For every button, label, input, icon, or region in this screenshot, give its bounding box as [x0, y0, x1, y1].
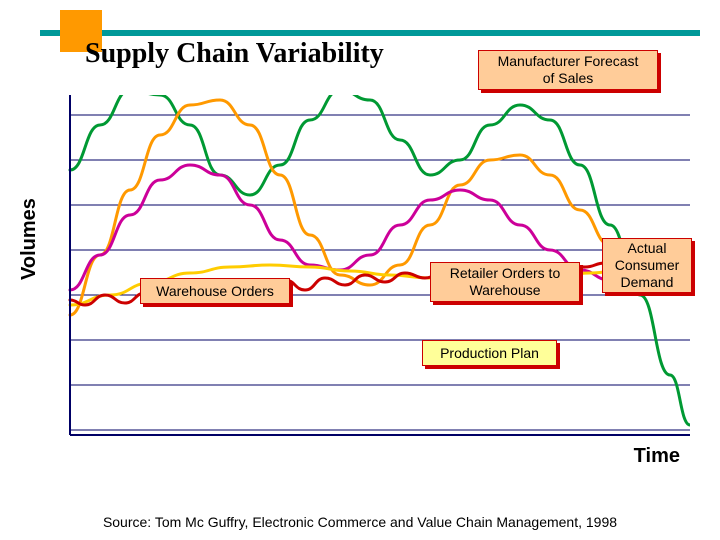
series-production-plan — [70, 95, 690, 425]
title-underline — [40, 30, 700, 36]
callout-retailer-orders: Retailer Orders to Warehouse — [430, 262, 580, 302]
callout-actual-consumer-demand: Actual Consumer Demand — [602, 238, 692, 293]
source-citation: Source: Tom Mc Guffry, Electronic Commer… — [0, 514, 720, 530]
chart — [30, 95, 690, 465]
callout-production-plan: Production Plan — [422, 340, 557, 366]
slide: Supply Chain Variability Volumes Time Ma… — [0, 0, 720, 540]
callout-warehouse-orders: Warehouse Orders — [140, 278, 290, 304]
series-retailer-orders — [70, 165, 690, 290]
page-title: Supply Chain Variability — [85, 38, 384, 70]
callout-manufacturer-forecast: Manufacturer Forecast of Sales — [478, 50, 658, 90]
x-axis-label: Time — [634, 445, 680, 468]
